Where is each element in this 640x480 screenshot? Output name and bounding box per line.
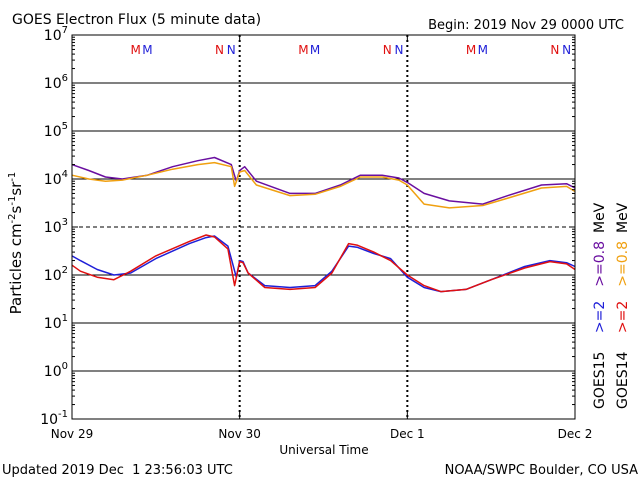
y-axis-ticks: 10-1 100 101 102 103 104 105 106 107 [40,25,575,428]
legend: GOES15 >=2 >=0.8 MeV GOES14 >=2 >=0.8 MeV [592,202,631,409]
legend-goes15-sat: GOES15 [592,352,608,409]
y-tick-label: 102 [44,265,68,284]
marker-n: N [215,43,224,57]
legend-goes15: GOES15 >=2 >=0.8 MeV [592,202,608,409]
x-tick-label: Nov 30 [218,427,261,441]
legend-goes14: GOES14 >=2 >=0.8 MeV [615,202,631,409]
grid-lines [72,82,575,372]
legend-goes14-08mev: >=0.8 [615,241,631,287]
chart-title: GOES Electron Flux (5 minute data) [12,12,261,28]
updated-timestamp: Updated 2019 Dec 1 23:56:03 UTC [2,463,233,478]
marker-m: M [466,43,476,57]
credit-text: NOAA/SWPC Boulder, CO USA [445,463,638,478]
marker-n: N [550,43,559,57]
marker-n: N [227,43,236,57]
y-axis-label: Particles cm-2s-1sr-1 [7,172,25,315]
marker-m: M [310,43,320,57]
marker-n: N [383,43,392,57]
legend-goes14-2mev: >=2 [615,301,631,333]
y-tick-label: 100 [44,361,68,380]
y-tick-label: 107 [44,25,68,44]
y-tick-label: 106 [44,73,68,92]
legend-goes15-unit: MeV [592,202,608,233]
series-line [71,235,576,293]
y-tick-label: 101 [44,313,68,332]
day-boundary-lines [238,35,409,419]
legend-goes15-08mev: >=0.8 [592,241,608,287]
series-lines [71,156,576,293]
begin-date: Begin: 2019 Nov 29 0000 UTC [428,18,624,33]
marker-n: N [394,43,403,57]
marker-m: M [142,43,152,57]
x-axis-ticks: Nov 29 Nov 30 Dec 1 Dec 2 [51,35,593,441]
marker-m: M [478,43,488,57]
series-line [71,156,576,205]
y-tick-label: 103 [44,217,68,236]
y-tick-label: 105 [44,121,68,140]
marker-m: M [298,43,308,57]
legend-goes15-2mev: >=2 [592,301,608,333]
series-line [71,161,576,209]
x-tick-label: Dec 2 [558,427,593,441]
series-line [71,234,576,293]
x-axis-label: Universal Time [279,443,368,457]
x-tick-label: Nov 29 [51,427,94,441]
x-tick-label: Dec 1 [390,427,425,441]
legend-goes14-sat: GOES14 [615,351,631,409]
legend-goes14-unit: MeV [615,202,631,233]
marker-m: M [131,43,141,57]
y-tick-label: 104 [44,169,68,188]
y-tick-label: 10-1 [40,409,68,428]
marker-n: N [562,43,571,57]
